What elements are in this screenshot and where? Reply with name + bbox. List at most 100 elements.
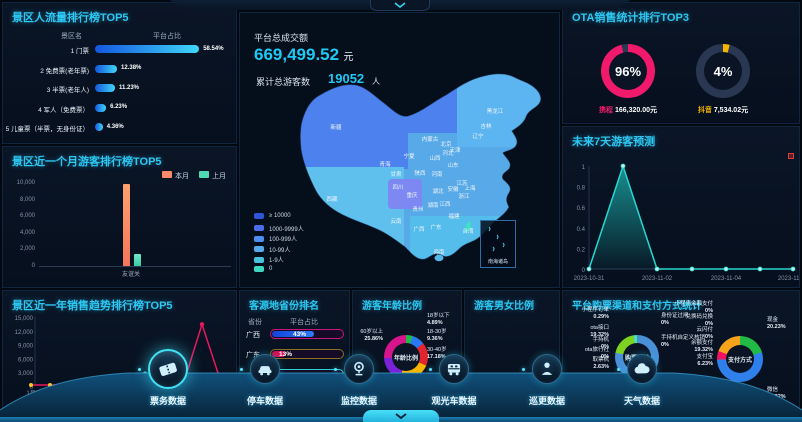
- traffic-row[interactable]: 4 军人（免费票） 6.23%: [3, 102, 236, 116]
- y-tick-label: 0: [31, 263, 35, 269]
- forecast-area-chart[interactable]: 1 0.8 0.6 0.4 0.2 0 2023-10-31 2023-11-02 2023-1…: [563, 145, 799, 285]
- province-label[interactable]: 海南: [433, 248, 445, 256]
- donut-callout: 取票机 2.63%: [592, 357, 609, 370]
- province-label[interactable]: 辽宁: [472, 132, 484, 140]
- province-label[interactable]: 重庆: [406, 191, 418, 199]
- traffic-row-label: 1 门票: [70, 48, 89, 55]
- callout-name: ota接口: [590, 325, 609, 331]
- province-label[interactable]: 贵州: [412, 205, 423, 213]
- payment-donut-center-label: 支付方式: [727, 357, 752, 364]
- province-label[interactable]: 广西: [413, 225, 425, 233]
- province-label[interactable]: 上海: [464, 184, 476, 192]
- province-label[interactable]: 北京: [440, 140, 452, 148]
- traffic-row-label: 3 半票(老年人): [46, 87, 89, 94]
- province-label[interactable]: 浙江: [458, 192, 470, 200]
- province-label[interactable]: 河北: [442, 149, 454, 157]
- donut-callout: 手持机 0%: [592, 337, 609, 350]
- nav-circle[interactable]: [344, 354, 374, 384]
- province-label[interactable]: 台湾: [462, 227, 474, 235]
- y-tick-label: 6,000: [18, 357, 34, 363]
- province-label[interactable]: 河南: [431, 170, 443, 178]
- traffic-row-pct: 58.54%: [203, 45, 224, 52]
- ota-channel-name: 抖音: [697, 107, 714, 114]
- nav-bullet-dot: [334, 367, 337, 371]
- ota-donut[interactable]: 96%: [601, 44, 655, 98]
- y-tick-label: 0.8: [577, 186, 586, 192]
- legend-item[interactable]: 上月: [199, 171, 226, 181]
- legend-swatch: [162, 171, 172, 178]
- map-legend-item: ≥ 10000: [254, 213, 291, 219]
- callout-name: 支付宝: [696, 354, 713, 360]
- traffic-row[interactable]: 5 儿童票（半票，无身份证） 4.36%: [3, 121, 236, 135]
- donut-callout: 余额支付 19.32%: [691, 340, 713, 353]
- traffic-row[interactable]: 2 免费票(老年票) 12.38%: [3, 63, 236, 77]
- nav-circle[interactable]: [627, 354, 657, 384]
- donut-callout: ota接口 19.32%: [590, 325, 609, 338]
- bottom-nav-bar: 票务数据 停车数据 监控数据 观光车数据 巡更数据 天气数据: [0, 349, 802, 422]
- province-label[interactable]: 青海: [379, 160, 391, 168]
- province-label[interactable]: 广东: [430, 223, 442, 231]
- traffic-row-bar: [95, 45, 200, 53]
- province-label[interactable]: 湖北: [432, 187, 444, 195]
- callout-name: 身份证过闸: [661, 313, 689, 319]
- province-label[interactable]: 四川: [392, 184, 403, 191]
- y-tick-label: 10,000: [16, 180, 35, 186]
- donut-callout: 18岁以下 4.89%: [427, 313, 450, 326]
- nav-item-label: 票务数据: [149, 396, 186, 406]
- province-label[interactable]: 甘肃: [390, 170, 402, 178]
- province-label[interactable]: 湖南: [427, 201, 439, 209]
- map-legend-label: 1-9人: [269, 258, 284, 265]
- province-bar[interactable]: 13%: [270, 349, 344, 359]
- y-tick-label: 0: [582, 268, 586, 274]
- top-collapse-tab[interactable]: [370, 0, 430, 11]
- province-label[interactable]: 内蒙古: [422, 135, 439, 143]
- y-tick-label: 0.6: [577, 206, 586, 212]
- legend-item[interactable]: 本月: [162, 171, 189, 181]
- province-label[interactable]: 山东: [447, 161, 459, 169]
- payment-donut-chart[interactable]: 支付方式: [717, 336, 763, 382]
- province-label[interactable]: 陕西: [414, 169, 426, 177]
- nav-circle[interactable]: [250, 354, 280, 384]
- chart-legend[interactable]: 本月 上月: [162, 171, 226, 181]
- callout-percent: 17.18%: [427, 353, 446, 360]
- province-label[interactable]: 福建: [448, 212, 460, 220]
- panel-title: 景区人流量排行榜TOP5: [12, 12, 129, 24]
- province-label[interactable]: 江西: [439, 201, 451, 208]
- legend-label: 上月: [212, 173, 226, 180]
- traffic-row[interactable]: 1 门票 58.54%: [3, 43, 236, 57]
- visitors-unit: 人: [372, 77, 380, 86]
- gmv-value: 669,499.52: [254, 45, 340, 64]
- taiwan-island: [464, 221, 472, 233]
- province-label[interactable]: 宁夏: [403, 152, 415, 160]
- age-donut-chart[interactable]: 年龄比例: [384, 335, 428, 379]
- callout-name: 现金: [767, 317, 779, 323]
- hainan-island: [434, 254, 444, 262]
- panel-expand-icon[interactable]: [788, 153, 794, 159]
- bar-last-month[interactable]: [134, 254, 141, 266]
- province-label[interactable]: 新疆: [330, 123, 342, 131]
- ota-donut-percent: 96%: [614, 63, 642, 79]
- nav-circle[interactable]: [532, 354, 562, 384]
- bar-this-month[interactable]: [123, 183, 130, 266]
- callout-percent: 2.63%: [593, 363, 609, 370]
- panel-title: 平台购票渠道和支付方式统计: [572, 301, 702, 312]
- province-label[interactable]: 云南: [390, 217, 402, 225]
- ota-donut[interactable]: 4%: [696, 44, 750, 98]
- nav-circle[interactable]: [148, 349, 188, 389]
- province-label[interactable]: 黑龙江: [487, 107, 504, 115]
- province-label[interactable]: 山西: [429, 154, 441, 162]
- nav-circle[interactable]: [439, 354, 469, 384]
- province-label[interactable]: 安徽: [447, 185, 459, 193]
- province-label[interactable]: 吉林: [480, 122, 492, 130]
- traffic-row-bar: [95, 123, 103, 131]
- donut-callout: 18-30岁 9.36%: [427, 329, 447, 342]
- province-label[interactable]: 西藏: [326, 195, 338, 203]
- bottom-collapse-tab[interactable]: [363, 410, 439, 422]
- traffic-row[interactable]: 3 半票(老年人) 11.23%: [3, 82, 236, 96]
- y-tick-label: 4,000: [19, 229, 35, 236]
- province-bar[interactable]: 43%: [270, 329, 344, 339]
- province-label[interactable]: 天津: [449, 147, 461, 154]
- province-label[interactable]: 江苏: [456, 179, 468, 187]
- donut-callout: 60岁以上 25.86%: [360, 329, 383, 342]
